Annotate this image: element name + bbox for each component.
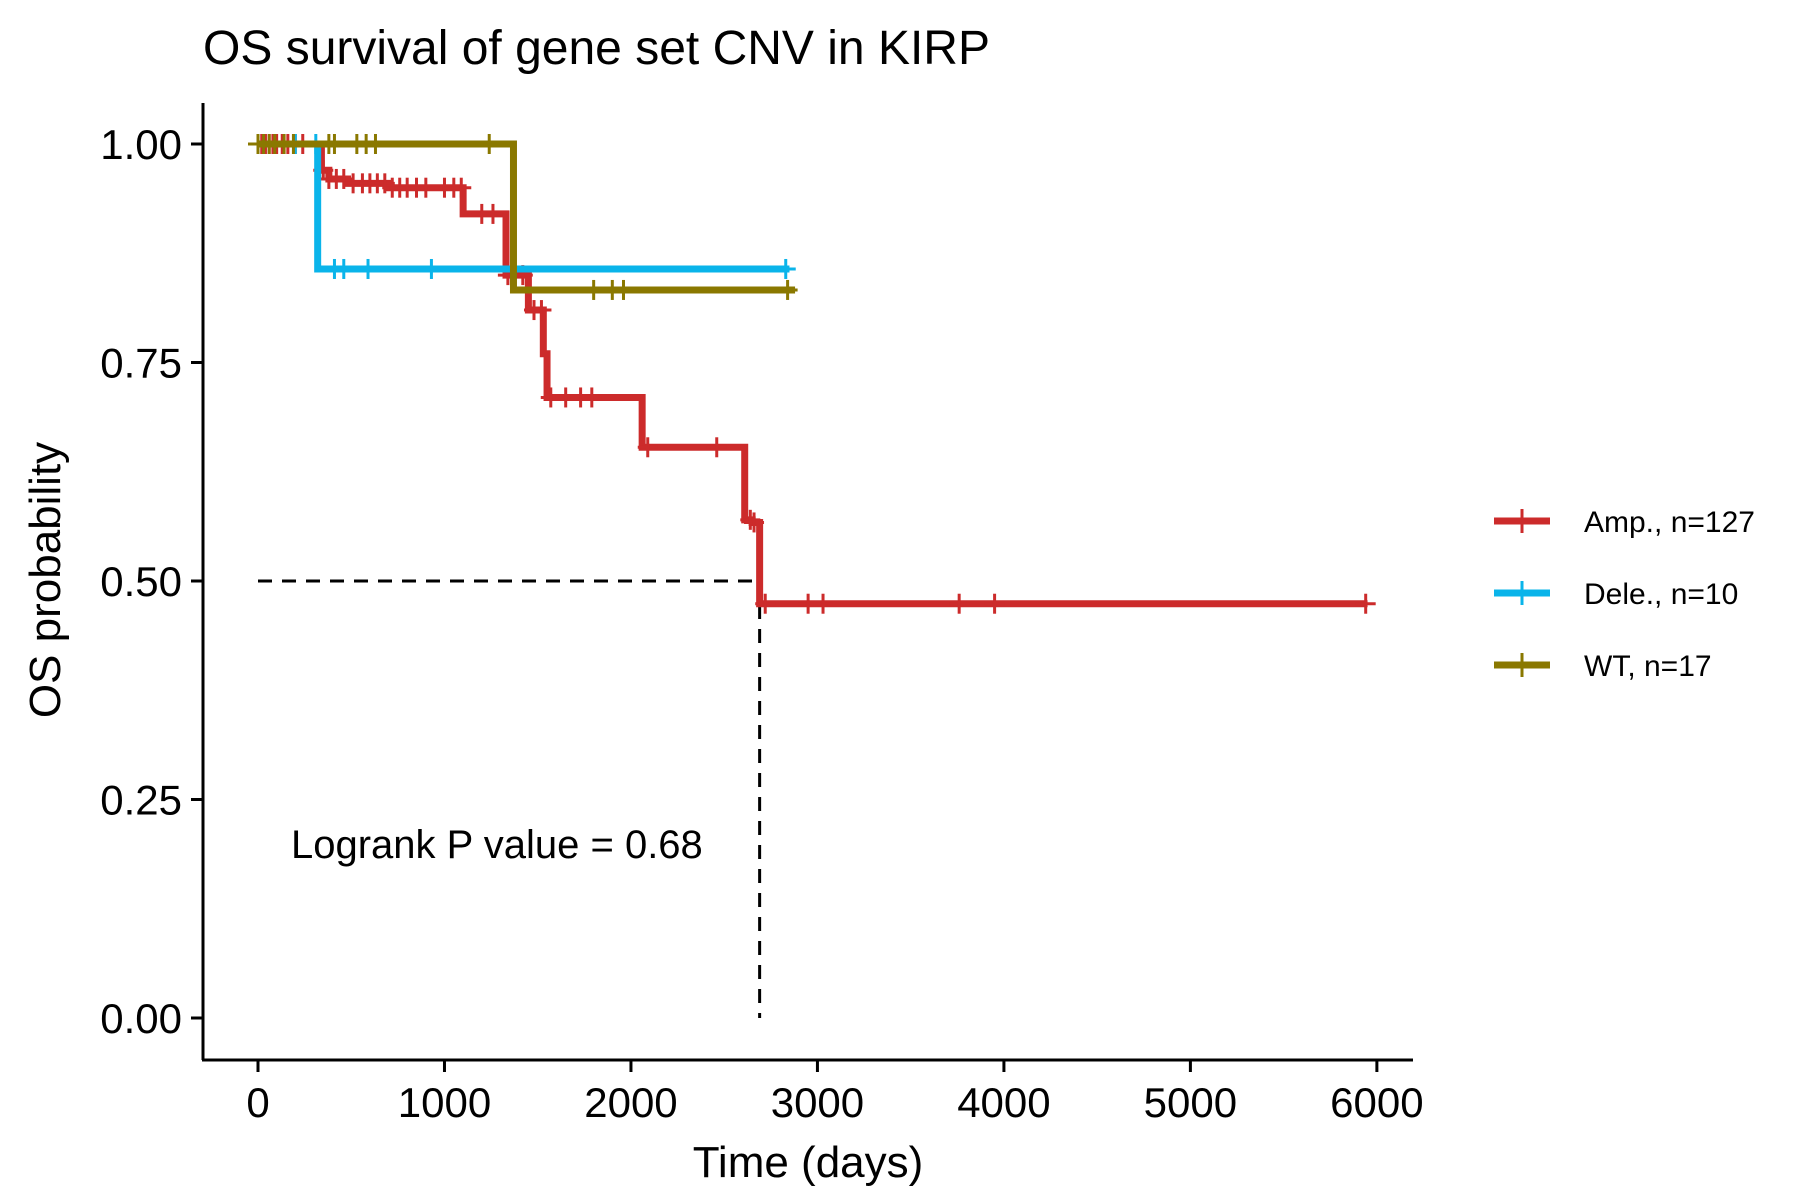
chart-title: OS survival of gene set CNV in KIRP (203, 22, 990, 75)
legend-item: WT, n=17 (1494, 650, 1712, 683)
survival-curves (248, 134, 1376, 614)
legend-label: Amp., n=127 (1584, 506, 1755, 539)
logrank-annotation: Logrank P value = 0.68 (291, 823, 703, 867)
series-1-group (258, 134, 796, 279)
median-reference-lines (258, 579, 762, 1018)
y-tick-label: 0.25 (100, 777, 182, 824)
series-2-group (248, 134, 798, 300)
legend: Amp., n=127 Dele., n=10 WT, n=17 (1494, 506, 1755, 683)
y-axis-title: OS probability (21, 442, 70, 718)
legend-label: WT, n=17 (1584, 650, 1712, 683)
y-axis-ticks: 0.00 0.25 0.50 0.75 1.00 (100, 121, 203, 1042)
survival-curve-0 (258, 140, 1368, 608)
survival-curve-2 (258, 140, 796, 294)
legend-item: Amp., n=127 (1494, 506, 1755, 539)
x-tick-label: 0 (246, 1079, 269, 1126)
x-axis-title: Time (days) (693, 1138, 924, 1187)
x-tick-label: 4000 (957, 1079, 1050, 1126)
x-tick-label: 1000 (398, 1079, 491, 1126)
x-tick-label: 5000 (1144, 1079, 1237, 1126)
x-tick-label: 2000 (584, 1079, 677, 1126)
y-tick-label: 0.75 (100, 340, 182, 387)
x-tick-label: 6000 (1330, 1079, 1423, 1126)
legend-label: Dele., n=10 (1584, 578, 1738, 611)
y-tick-label: 0.50 (100, 558, 182, 605)
legend-item: Dele., n=10 (1494, 578, 1738, 611)
y-tick-label: 1.00 (100, 121, 182, 168)
x-tick-label: 3000 (771, 1079, 864, 1126)
y-tick-label: 0.00 (100, 995, 182, 1042)
x-axis-ticks: 0 1000 2000 3000 4000 5000 6000 (246, 1060, 1424, 1126)
series-0-group (251, 134, 1376, 614)
survival-curve-1 (258, 140, 790, 273)
